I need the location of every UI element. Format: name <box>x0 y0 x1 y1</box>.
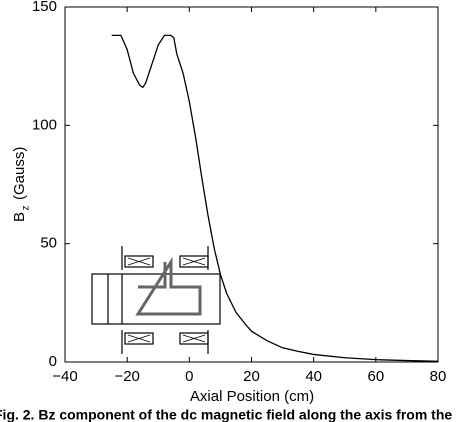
x-tick-label: 20 <box>243 368 260 385</box>
y-tick-label: 0 <box>49 353 57 370</box>
coil-hatch <box>127 257 206 343</box>
y-axis-label: B z (Gauss) <box>11 147 32 222</box>
antenna <box>135 256 202 316</box>
y-tick-label: 50 <box>40 235 57 252</box>
x-tick-label: −40 <box>52 368 77 385</box>
chamber <box>91 273 221 325</box>
data-line <box>111 34 439 362</box>
coil <box>124 255 154 268</box>
y-tick-label: 150 <box>32 0 57 15</box>
y-tick-label: 100 <box>32 116 57 133</box>
x-tick-label: 60 <box>367 368 384 385</box>
x-tick-label: 40 <box>305 368 322 385</box>
y-label-main: B <box>11 212 28 222</box>
plot-frame <box>64 6 439 363</box>
x-tick-label: 80 <box>430 368 447 385</box>
x-axis-label: Axial Position (cm) <box>190 388 314 405</box>
x-tick-label: −20 <box>114 368 139 385</box>
coil <box>124 332 154 345</box>
y-label-sub: z <box>21 206 32 211</box>
inset-diagram <box>91 246 221 354</box>
x-tick-label: 0 <box>185 368 193 385</box>
caption: Fig. 2. Bz component of the dc magnetic … <box>0 407 452 422</box>
y-label-unit: (Gauss) <box>11 147 28 200</box>
